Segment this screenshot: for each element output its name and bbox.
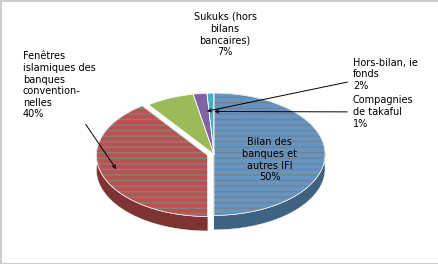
Text: Compagnies
de takaful
1%: Compagnies de takaful 1% bbox=[215, 95, 413, 129]
Polygon shape bbox=[206, 93, 213, 154]
Text: Hors-bilan, ie
fonds
2%: Hors-bilan, ie fonds 2% bbox=[208, 58, 417, 112]
Polygon shape bbox=[96, 106, 207, 216]
Polygon shape bbox=[96, 106, 207, 216]
Text: Fenêtres
islamiques des
banques
convention-
nelles
40%: Fenêtres islamiques des banques conventi… bbox=[23, 51, 115, 168]
Polygon shape bbox=[213, 146, 324, 230]
Polygon shape bbox=[213, 93, 324, 215]
Polygon shape bbox=[96, 147, 207, 231]
Text: Sukuks (hors
bilans
bancaires)
7%: Sukuks (hors bilans bancaires) 7% bbox=[193, 12, 256, 57]
Polygon shape bbox=[213, 93, 324, 215]
Polygon shape bbox=[193, 93, 213, 154]
Text: Bilan des
banques et
autres IFI
50%: Bilan des banques et autres IFI 50% bbox=[241, 137, 297, 182]
Polygon shape bbox=[148, 94, 213, 154]
